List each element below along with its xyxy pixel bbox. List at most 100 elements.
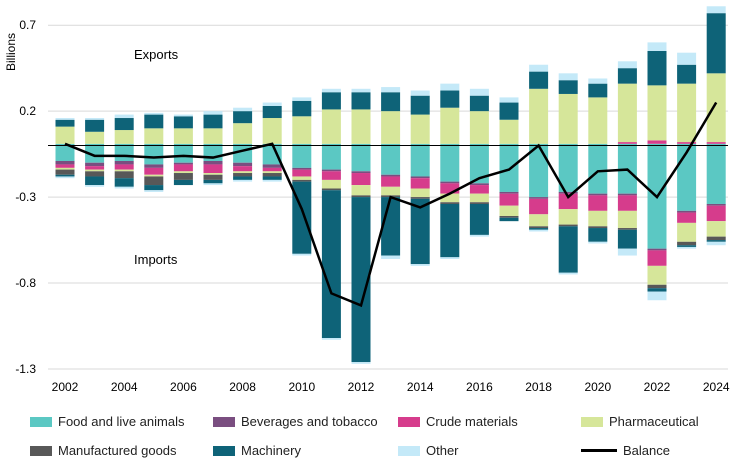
- bar-segment: [233, 171, 253, 174]
- bar-segment: [677, 222, 697, 242]
- bar-segment: [173, 145, 193, 163]
- bar-segment: [706, 236, 726, 241]
- bar-segment: [233, 176, 253, 180]
- bar-segment: [677, 210, 697, 213]
- bar-segment: [55, 164, 75, 168]
- legend-item: Food and live animals: [30, 414, 184, 429]
- legend-swatch: [398, 416, 420, 427]
- y-axis-label: Billions: [4, 33, 18, 71]
- bar-segment: [292, 116, 312, 144]
- bar-segment: [499, 102, 519, 120]
- bar-segment: [410, 188, 430, 198]
- legend-label: Other: [426, 443, 459, 458]
- bar-segment: [647, 288, 667, 292]
- bar-segment: [440, 203, 460, 258]
- bar-segment: [617, 195, 637, 211]
- bar-segment: [292, 167, 312, 170]
- bar-segment: [410, 176, 430, 179]
- bar-segment: [203, 179, 223, 184]
- bar-segment: [114, 114, 134, 119]
- legend-label: Beverages and tobacco: [241, 414, 378, 429]
- bar-segment: [55, 126, 75, 144]
- bar-segment: [706, 6, 726, 14]
- bar-segment: [529, 71, 549, 89]
- bar-segment: [321, 92, 341, 110]
- x-tick-label: 2018: [525, 380, 552, 394]
- exports-annotation: Exports: [134, 47, 179, 62]
- bar-segment: [203, 114, 223, 129]
- bar-segment: [203, 128, 223, 144]
- bar-segment: [706, 143, 726, 146]
- bar-segment: [203, 164, 223, 174]
- bar-segment: [55, 176, 75, 179]
- bar-segment: [588, 78, 608, 84]
- bar-segment: [114, 178, 134, 187]
- bar-segment: [410, 178, 430, 189]
- bar-segment: [233, 173, 253, 177]
- x-tick-label: 2020: [584, 380, 611, 394]
- bar-segment: [588, 193, 608, 196]
- bar-segment: [588, 210, 608, 227]
- bar-segment: [558, 272, 578, 275]
- bar-segment: [114, 160, 134, 165]
- bar-segment: [351, 195, 371, 198]
- bar-segment: [706, 73, 726, 143]
- bar-segment: [262, 167, 282, 172]
- bar-segment: [114, 171, 134, 179]
- bar-segment: [55, 118, 75, 120]
- bar-segment: [85, 131, 105, 144]
- bar-segment: [262, 105, 282, 119]
- bar-segment: [706, 241, 726, 246]
- bar-segment: [677, 246, 697, 249]
- bar-segment: [381, 176, 401, 187]
- bar-segment: [617, 68, 637, 84]
- bar-segment: [351, 197, 371, 363]
- x-tick-label: 2014: [407, 380, 434, 394]
- bar-segment: [647, 42, 667, 51]
- bar-segment: [85, 143, 105, 146]
- bar-segment: [114, 143, 134, 146]
- bar-segment: [469, 111, 489, 144]
- bar-segment: [499, 143, 519, 146]
- bar-segment: [203, 111, 223, 115]
- bar-segment: [144, 128, 164, 144]
- bar-segment: [617, 143, 637, 146]
- bar-segment: [469, 183, 489, 186]
- bar-segment: [321, 169, 341, 172]
- bar-segment: [410, 264, 430, 266]
- bar-segment: [233, 107, 253, 112]
- bar-segment: [558, 93, 578, 144]
- bar-segment: [114, 118, 134, 131]
- legend-swatch: [30, 416, 52, 427]
- legend-item: Other: [398, 443, 459, 458]
- bar-segment: [381, 143, 401, 146]
- bar-segment: [173, 164, 193, 172]
- bar-segment: [558, 226, 578, 273]
- bar-segment: [55, 174, 75, 177]
- bar-segment: [588, 241, 608, 244]
- bar-segment: [173, 114, 193, 117]
- bar-segment: [114, 130, 134, 144]
- legend-swatch: [398, 445, 420, 456]
- bar-segment: [262, 179, 282, 182]
- bar-segment: [647, 248, 667, 251]
- legend-item: Machinery: [213, 443, 301, 458]
- bar-segment: [469, 143, 489, 146]
- bar-segment: [173, 116, 193, 129]
- bar-segment: [706, 145, 726, 204]
- bar-segment: [233, 111, 253, 124]
- bar-segment: [144, 164, 164, 168]
- bar-segment: [173, 143, 193, 146]
- bar-segment: [588, 97, 608, 144]
- bar-segment: [55, 145, 75, 161]
- y-tick-label: 0.2: [19, 104, 36, 118]
- bar-segment: [381, 186, 401, 196]
- bar-segment: [351, 92, 371, 110]
- bar-segment: [85, 118, 105, 120]
- bar-segment: [440, 83, 460, 91]
- bar-segment: [647, 140, 667, 144]
- bar-segment: [558, 209, 578, 225]
- bar-segment: [410, 95, 430, 115]
- bar-segment: [351, 185, 371, 196]
- bar-segment: [262, 118, 282, 144]
